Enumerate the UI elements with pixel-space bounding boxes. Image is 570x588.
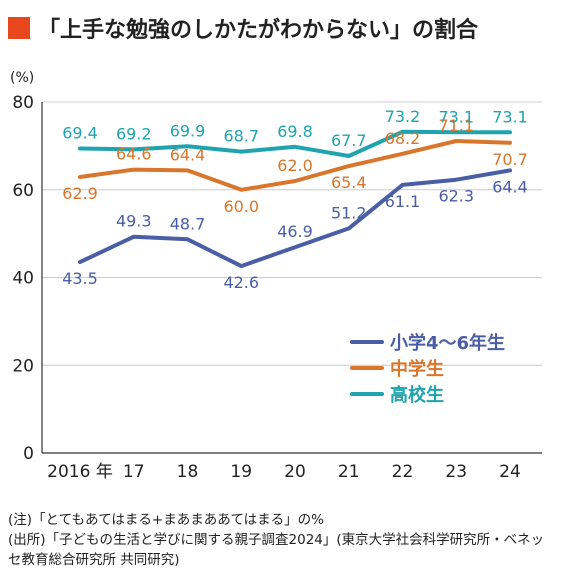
data-label: 62.0 [277,156,313,175]
source-line: (出所)「子どもの生活と学びに関する親子調査2024」(東京大学社会科学研究所・… [8,532,545,548]
data-label: 60.0 [223,197,259,216]
source-line-continued: セ教育総合研究所 共同研究) [8,552,180,568]
note-line: (注)「とてもあてはまる+まあまああてはまる」の% [8,512,325,528]
legend-label: 中学生 [390,358,444,380]
x-tick-label: 23 [445,462,467,482]
x-tick-label: 19 [230,462,252,482]
chart-title: 「上手な勉強のしかたがわからない」の割合 [38,18,479,43]
y-tick-label: 20 [12,356,34,376]
data-label: 69.4 [62,124,98,143]
y-tick-label: 40 [12,269,34,289]
y-tick-label: 60 [12,181,34,201]
x-tick-label: 20 [284,462,306,482]
data-label: 67.7 [331,131,367,150]
data-label: 64.6 [116,145,152,164]
series-line [78,129,512,158]
data-label: 64.4 [492,177,528,196]
data-label: 71.1 [438,116,474,135]
line-chart: (%) 0 20 40 60 80 2016 年 17 18 19 20 21 22 23 24 43.5 49… [10,70,542,482]
chart-title-row: 「上手な勉強のしかたがわからない」の割合 [8,12,478,44]
chart-notes: (注)「とてもあてはまる+まあまああてはまる」の% (出所)「子どもの生活と学び… [8,510,564,570]
data-label: 64.4 [170,145,206,164]
data-label: 51.2 [331,203,367,222]
x-tick-label: 2016 年 [47,462,113,482]
data-label: 65.4 [331,173,367,192]
data-label: 73.1 [438,107,474,126]
data-label: 62.9 [62,184,98,203]
y-tick-label: 0 [23,444,34,464]
data-label: 73.2 [385,107,421,126]
data-label: 62.3 [438,187,474,206]
series-line [78,139,512,192]
data-label: 68.2 [385,129,421,148]
y-tick-label: 80 [12,93,34,113]
data-label: 49.3 [116,212,152,231]
series-line [78,168,512,269]
data-label: 69.9 [170,121,206,140]
data-label: 70.7 [492,150,528,169]
data-label: 46.9 [277,222,313,241]
data-label: 43.5 [62,269,98,288]
data-label: 69.2 [116,124,152,143]
title-accent-square [8,17,30,39]
data-label: 61.1 [385,192,421,211]
x-tick-label: 24 [499,462,521,482]
data-label: 68.7 [223,127,259,146]
x-tick-label: 18 [177,462,199,482]
x-tick-label: 21 [338,462,360,482]
data-label: 48.7 [170,214,206,233]
legend-label: 小学4〜6年生 [390,332,505,354]
legend-label: 高校生 [390,384,444,406]
x-tick-label: 22 [392,462,414,482]
data-label: 69.8 [277,122,313,141]
y-axis-unit-label: (%) [10,70,34,86]
data-label: 73.1 [492,107,528,126]
data-label: 42.6 [223,273,259,292]
x-tick-label: 17 [123,462,145,482]
